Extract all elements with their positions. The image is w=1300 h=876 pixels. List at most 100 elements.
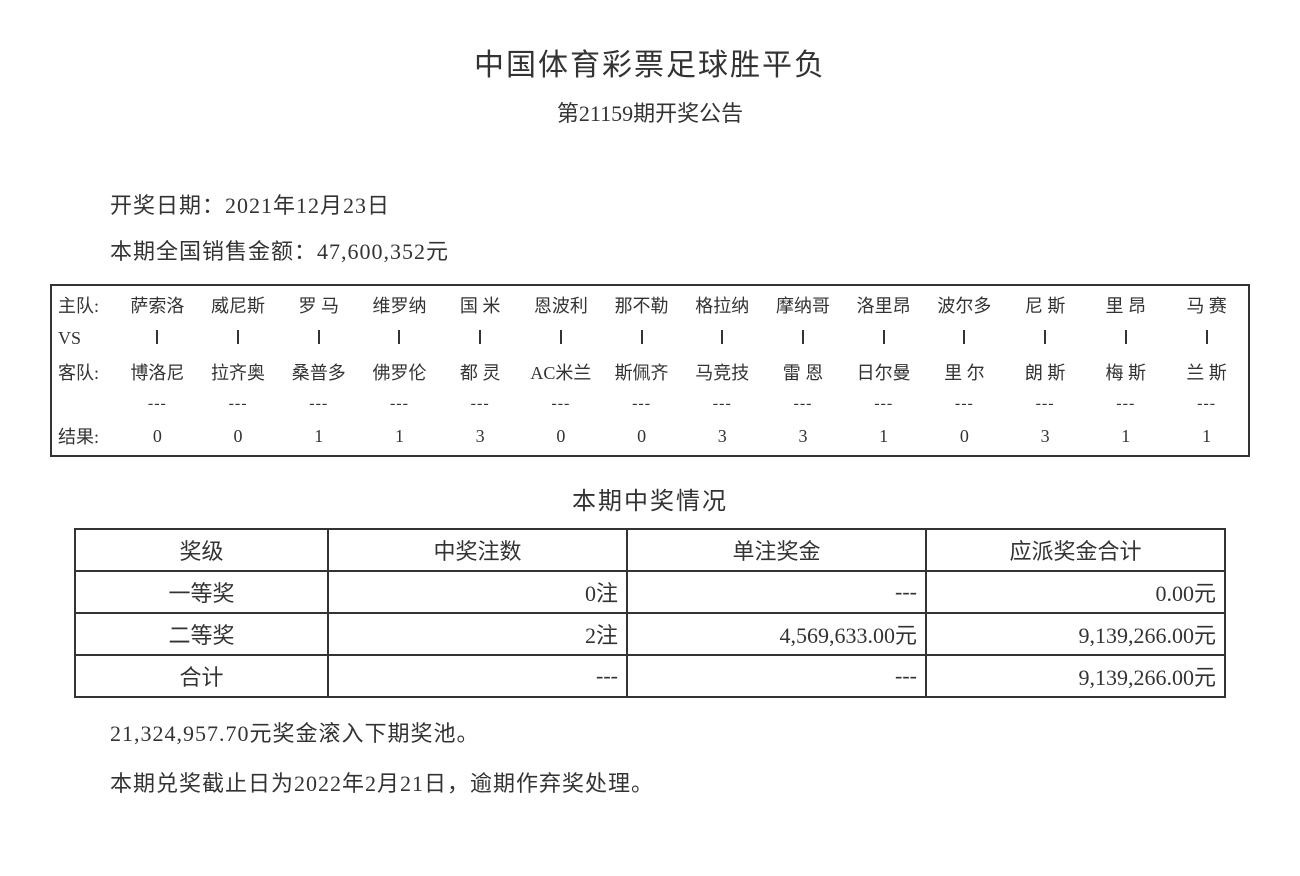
prize-unit: --- [627,655,926,697]
match-cell-away: 马竞技 [683,355,762,389]
prize-count: 0注 [328,571,627,613]
prize-header-level: 奖级 [75,529,328,571]
match-rowlabel-dash [54,391,116,417]
match-cell-result: 1 [844,419,923,453]
prize-total: 9,139,266.00元 [926,655,1225,697]
prize-row: 合计------9,139,266.00元 [75,655,1225,697]
match-cell-dash: --- [1086,391,1165,417]
prize-unit: --- [627,571,926,613]
prize-table: 奖级 中奖注数 单注奖金 应派奖金合计 一等奖0注---0.00元二等奖2注4,… [74,528,1226,698]
prize-row: 二等奖2注4,569,633.00元9,139,266.00元 [75,613,1225,655]
match-cell-away: 斯佩齐 [602,355,681,389]
match-cell-vs [522,324,601,353]
match-row-dash: ----------------------------------------… [54,391,1246,417]
sales-label: 本期全国销售金额： [110,239,317,264]
prize-level: 一等奖 [75,571,328,613]
match-cell-away: 梅 斯 [1086,355,1165,389]
match-cell-result: 1 [279,419,358,453]
match-table: 主队:萨索洛威尼斯罗 马维罗纳国 米恩波利那不勒格拉纳摩纳哥洛里昂波尔多尼 斯里… [50,284,1250,457]
prize-header-unit: 单注奖金 [627,529,926,571]
match-cell-result: 1 [1086,419,1165,453]
match-cell-result: 0 [522,419,601,453]
prize-header-row: 奖级 中奖注数 单注奖金 应派奖金合计 [75,529,1225,571]
match-cell-away: 都 灵 [441,355,520,389]
match-cell-vs [602,324,681,353]
draw-date-value: 2021年12月23日 [225,193,390,218]
match-cell-home: 摩纳哥 [764,288,843,322]
match-cell-home: 波尔多 [925,288,1004,322]
match-cell-dash: --- [764,391,843,417]
match-cell-result: 1 [1167,419,1246,453]
draw-date-line: 开奖日期：2021年12月23日 [110,188,1250,220]
match-rowlabel-away: 客队: [54,355,116,389]
match-cell-vs [1006,324,1085,353]
sales-line: 本期全国销售金额：47,600,352元 [110,234,1250,266]
prize-total: 0.00元 [926,571,1225,613]
match-row-vs: VS [54,324,1246,353]
match-rowlabel-home: 主队: [54,288,116,322]
match-cell-away: 博洛尼 [118,355,197,389]
match-cell-away: 拉齐奥 [199,355,278,389]
doc-subtitle: 第21159期开奖公告 [50,96,1250,128]
match-cell-away: 日尔曼 [844,355,923,389]
match-cell-result: 0 [602,419,681,453]
rollover-note: 21,324,957.70元奖金滚入下期奖池。 [110,716,1250,748]
prize-section-title: 本期中奖情况 [50,481,1250,516]
match-cell-away: 雷 恩 [764,355,843,389]
match-cell-result: 0 [925,419,1004,453]
match-cell-home: 国 米 [441,288,520,322]
match-cell-vs [925,324,1004,353]
prize-header-count: 中奖注数 [328,529,627,571]
match-cell-dash: --- [199,391,278,417]
match-cell-dash: --- [602,391,681,417]
match-cell-home: 尼 斯 [1006,288,1085,322]
prize-total: 9,139,266.00元 [926,613,1225,655]
match-cell-vs [1086,324,1165,353]
match-cell-vs [683,324,762,353]
draw-date-label: 开奖日期： [110,193,225,218]
match-cell-dash: --- [279,391,358,417]
prize-count: 2注 [328,613,627,655]
match-cell-dash: --- [925,391,1004,417]
match-cell-away: 佛罗伦 [360,355,439,389]
match-row-result: 结果:00113003310311 [54,419,1246,453]
sales-value: 47,600,352元 [317,239,449,264]
prize-level: 二等奖 [75,613,328,655]
match-cell-away: AC米兰 [522,355,601,389]
match-cell-home: 维罗纳 [360,288,439,322]
match-cell-away: 里 尔 [925,355,1004,389]
match-cell-result: 1 [360,419,439,453]
match-cell-result: 3 [764,419,843,453]
match-cell-away: 桑普多 [279,355,358,389]
match-cell-vs [199,324,278,353]
match-cell-away: 兰 斯 [1167,355,1246,389]
document-page: 中国体育彩票足球胜平负 第21159期开奖公告 开奖日期：2021年12月23日… [0,0,1300,828]
match-cell-vs [279,324,358,353]
prize-unit: 4,569,633.00元 [627,613,926,655]
match-cell-home: 恩波利 [522,288,601,322]
prize-header-total: 应派奖金合计 [926,529,1225,571]
match-row-home: 主队:萨索洛威尼斯罗 马维罗纳国 米恩波利那不勒格拉纳摩纳哥洛里昂波尔多尼 斯里… [54,288,1246,322]
match-cell-home: 威尼斯 [199,288,278,322]
match-cell-away: 朗 斯 [1006,355,1085,389]
match-cell-vs [844,324,923,353]
prize-row: 一等奖0注---0.00元 [75,571,1225,613]
match-cell-result: 3 [1006,419,1085,453]
match-cell-result: 3 [683,419,762,453]
match-cell-result: 0 [199,419,278,453]
match-cell-dash: --- [683,391,762,417]
match-cell-vs [360,324,439,353]
match-cell-home: 里 昂 [1086,288,1165,322]
match-cell-dash: --- [1167,391,1246,417]
match-cell-vs [1167,324,1246,353]
match-cell-vs [118,324,197,353]
match-cell-result: 3 [441,419,520,453]
match-cell-vs [441,324,520,353]
deadline-note: 本期兑奖截止日为2022年2月21日，逾期作弃奖处理。 [110,766,1250,798]
match-cell-dash: --- [360,391,439,417]
match-cell-home: 那不勒 [602,288,681,322]
match-cell-home: 马 赛 [1167,288,1246,322]
match-rowlabel-result: 结果: [54,419,116,453]
match-cell-dash: --- [522,391,601,417]
match-cell-dash: --- [1006,391,1085,417]
